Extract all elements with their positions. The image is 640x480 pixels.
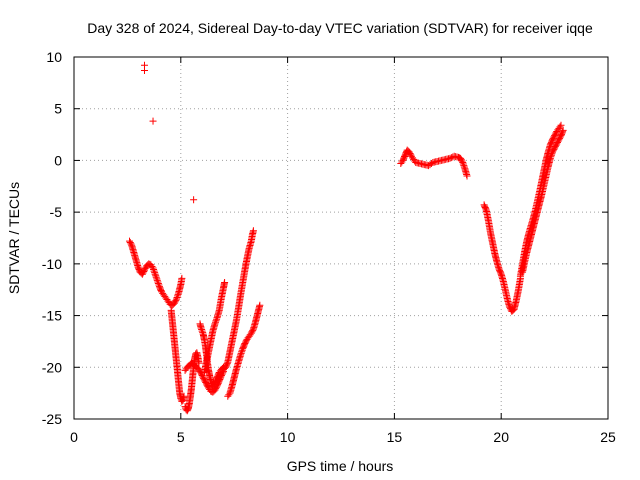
data-point (238, 348, 246, 356)
y-tick-label: -25 (42, 411, 62, 427)
data-point (237, 349, 245, 357)
data-point (174, 290, 182, 298)
data-point (256, 301, 264, 309)
data-point (195, 359, 203, 367)
data-point (150, 266, 158, 274)
data-point (151, 270, 159, 278)
data-points (126, 61, 567, 415)
data-point (178, 274, 186, 282)
data-point (198, 326, 206, 334)
data-point (154, 278, 162, 286)
data-point (546, 154, 554, 162)
data-point (157, 286, 165, 294)
data-point (242, 337, 250, 345)
x-tick-label: 20 (493, 429, 509, 445)
data-point (149, 264, 157, 272)
data-point (155, 281, 163, 289)
data-point (459, 160, 467, 168)
data-point (556, 123, 564, 131)
data-point (547, 151, 555, 159)
data-point (460, 163, 468, 171)
data-point (210, 382, 218, 390)
data-point (211, 320, 219, 328)
data-point (459, 158, 467, 166)
series-G (220, 227, 257, 373)
data-point (559, 126, 567, 134)
x-tick-label: 0 (70, 429, 78, 445)
data-point (215, 370, 223, 378)
data-point (212, 317, 220, 325)
y-tick-label: -15 (42, 308, 62, 324)
series-F (200, 278, 229, 376)
x-axis-label: GPS time / hours (287, 458, 394, 474)
x-tick-label: 25 (600, 429, 616, 445)
data-point (225, 391, 233, 399)
series-C (181, 349, 203, 415)
data-point (458, 157, 466, 165)
data-point (199, 329, 207, 337)
plot-frame (73, 56, 609, 420)
x-tick-label: 15 (387, 429, 403, 445)
data-point (547, 153, 555, 161)
data-point (152, 272, 160, 280)
data-point (153, 276, 161, 284)
data-point (407, 151, 415, 159)
data-point (463, 172, 471, 180)
data-point (190, 196, 198, 204)
data-point (198, 327, 206, 335)
series-L (519, 126, 567, 276)
data-point (151, 269, 159, 277)
data-point (427, 160, 435, 168)
series-A (126, 237, 186, 309)
data-point (447, 154, 455, 162)
y-tick-label: -20 (42, 359, 62, 375)
data-point (559, 128, 567, 136)
data-point (154, 280, 162, 288)
data-point (398, 158, 406, 166)
data-point (221, 278, 229, 286)
data-point (140, 66, 148, 74)
series-H (224, 301, 264, 400)
data-point (249, 227, 257, 235)
series-outliers (140, 61, 198, 204)
x-tick-label: 10 (280, 429, 296, 445)
data-point (446, 154, 454, 162)
data-point (149, 117, 157, 125)
data-point (552, 129, 560, 137)
data-point (246, 331, 254, 339)
x-tick-label: 5 (177, 429, 185, 445)
series-I (397, 146, 471, 180)
y-tick-label: 10 (46, 49, 62, 65)
data-point (180, 392, 188, 400)
data-point (557, 121, 565, 129)
y-tick-label: -5 (50, 204, 63, 220)
data-point (212, 318, 220, 326)
data-point (173, 295, 181, 303)
y-tick-label: 5 (54, 101, 62, 117)
data-point (148, 262, 156, 270)
data-point (150, 267, 158, 275)
data-point (213, 315, 221, 323)
data-point (210, 380, 218, 388)
data-point (173, 293, 181, 301)
grid (74, 57, 608, 419)
data-point (460, 162, 468, 170)
data-point (172, 296, 180, 304)
chart-title: Day 328 of 2024, Sidereal Day-to-day VTE… (87, 20, 593, 36)
data-point (237, 351, 245, 359)
data-point (152, 273, 160, 281)
data-point (174, 292, 182, 300)
data-point (238, 346, 246, 354)
y-tick-label: -10 (42, 256, 62, 272)
data-point (548, 150, 556, 158)
y-tick-label: 0 (54, 152, 62, 168)
data-point (197, 324, 205, 332)
y-axis-label: SDTVAR / TECUs (6, 182, 22, 294)
series-J (480, 201, 524, 315)
series-B (167, 306, 188, 405)
data-point (195, 366, 203, 374)
data-point (153, 275, 161, 283)
